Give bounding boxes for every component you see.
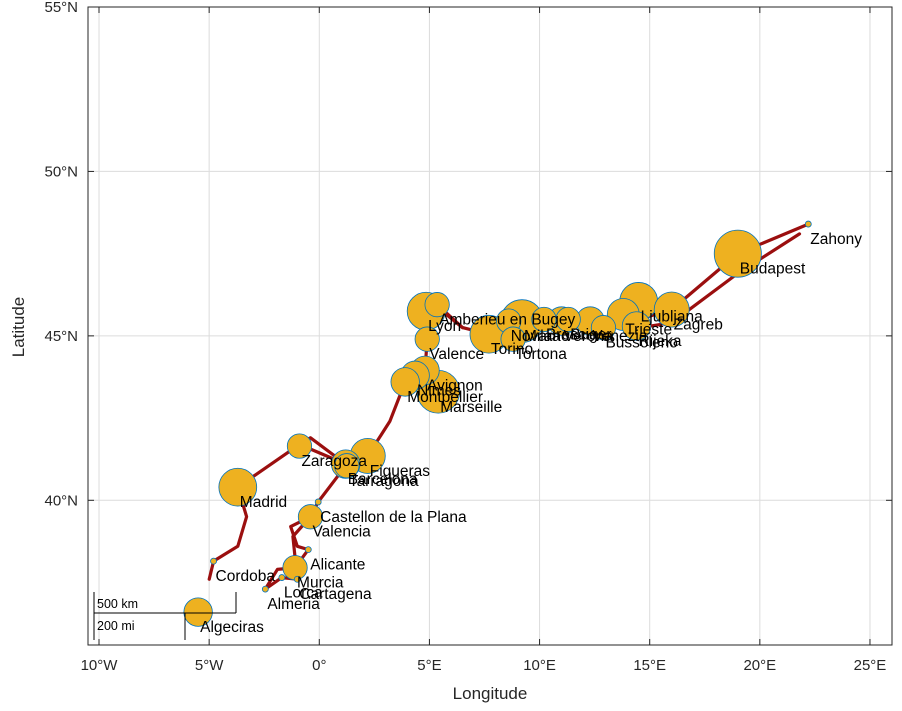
city-label-budapest: Budapest [740, 261, 806, 278]
route-segment [207, 222, 810, 581]
city-bubble-valencia [297, 504, 324, 530]
city-label-murcia: Murcia [297, 575, 344, 592]
x-tick-label: 10°W [81, 657, 119, 674]
x-tick-label: 5°W [195, 657, 224, 674]
plot-area-frame [87, 6, 893, 646]
city-label-madrid: Madrid [240, 494, 287, 511]
city-bubble-tortona [500, 326, 526, 352]
city-bubble-cartagena [293, 575, 301, 583]
city-label-barcelona: Barcelona [348, 471, 418, 488]
city-bubble-alicante [304, 546, 312, 554]
city-bubble-amberieu-en-bugey [424, 292, 450, 318]
scale-bar-km-label: 500 km [97, 597, 138, 611]
city-label-lyon: Lyon [428, 318, 461, 335]
city-label-brescia: Brescia [546, 326, 598, 343]
city-label-venezia: Venezia [592, 328, 648, 345]
x-tick-label: 20°E [743, 657, 776, 674]
city-label-amberieu-en-bugey: Amberieu en Bugey [439, 312, 575, 329]
y-axis-title: Latitude [9, 297, 28, 358]
city-bubble-zahony [804, 220, 812, 228]
city-bubble-budapest [713, 229, 762, 278]
x-tick-label: 0° [312, 657, 326, 674]
city-bubbles [183, 220, 812, 627]
city-label-alicante: Alicante [310, 557, 365, 574]
x-tick-label: 15°E [633, 657, 666, 674]
city-label-trieste: Trieste [625, 321, 672, 338]
city-label-ljubljana: Ljubljana [641, 308, 703, 325]
city-label-montpellier: Montpellier [407, 389, 483, 406]
city-label-zagreb: Zagreb [674, 317, 723, 334]
city-bubble-algeciras [183, 597, 213, 627]
city-label-zahony: Zahony [810, 231, 862, 248]
city-bubble-almeria [261, 585, 269, 593]
city-bubble-zagreb [653, 291, 690, 328]
city-label-marseille: Marseille [440, 399, 502, 416]
city-label-lorca: Lorca [284, 585, 323, 602]
city-bubble-zaragoza [286, 433, 313, 459]
x-axis-title: Longitude [453, 684, 528, 703]
city-bubble-bussoleno [590, 315, 617, 341]
city-label-rijeka: Rijeka [638, 333, 681, 350]
city-bubble-castellon-de-la-plana [314, 498, 322, 506]
axis-ticks: 10°W 5°W 0° 5°E 10°E 15°E 20°E 25°E 40°N 45°N 50°N… [44, 0, 892, 674]
city-label-verona: Verona [564, 328, 614, 345]
city-label-figueras: Figueras [370, 463, 431, 480]
city-label-tarragona: Tarragona [349, 473, 419, 490]
city-label-algeciras: Algeciras [200, 619, 264, 636]
city-bubble-buger [555, 306, 581, 333]
city-label-bussoleno: Bussoleno [605, 335, 677, 352]
y-tick-label: 55°N [44, 0, 78, 16]
city-label-almeria: Almeria [267, 596, 320, 613]
city-label-torino: Torino [491, 341, 533, 358]
city-bubble-tarragona [334, 453, 360, 479]
y-tick-label: 45°N [44, 328, 78, 345]
y-tick-label: 40°N [44, 492, 78, 509]
city-label-buger: Buger [570, 326, 611, 343]
city-bubble-rijeka [621, 311, 652, 341]
route-segment [639, 232, 802, 330]
x-tick-label: 5°E [417, 657, 441, 674]
city-bubble-madrid [218, 467, 258, 507]
scale-bar-mi-label: 200 mi [97, 619, 135, 633]
city-label-cordoba: Cordoba [216, 568, 276, 585]
city-label-valence: Valence [429, 346, 484, 363]
city-label-cartagena: Cartagena [299, 586, 372, 603]
city-label-valencia: Valencia [312, 524, 371, 541]
y-tick-label: 50°N [44, 163, 78, 180]
x-tick-label: 25°E [854, 657, 887, 674]
city-bubble-cordoba [210, 557, 217, 565]
city-label-castellon-de-la-plana: Castellon de la Plana [320, 509, 467, 526]
city-label-tortona: Tortona [515, 346, 567, 363]
city-bubble-valence [414, 326, 440, 352]
city-label-nimes: Nimes [417, 382, 461, 399]
city-label-avignon: Avignon [427, 377, 483, 394]
city-bubble-montpellier [390, 367, 420, 397]
route-lines [207, 222, 810, 591]
city-label-milano: Milano [524, 328, 570, 345]
x-tick-label: 10°E [523, 657, 556, 674]
city-label-zaragoza: Zaragoza [301, 453, 367, 470]
scale-bar: 500 km 200 mi [93, 592, 237, 640]
city-bubble-lorca [278, 574, 286, 581]
city-label-novara: Novara [511, 328, 561, 345]
